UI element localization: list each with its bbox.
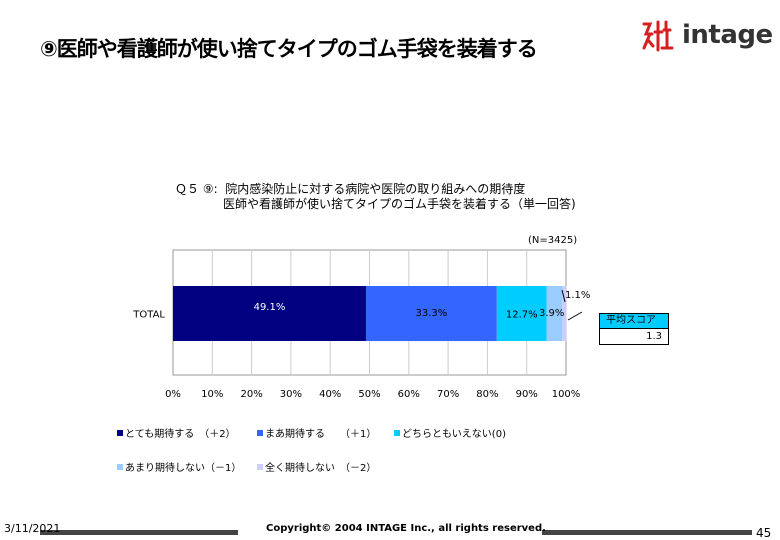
legend-swatch: [117, 429, 123, 436]
bar-value-label: 49.1%: [254, 302, 286, 313]
legend-label: 全く期待しない （－2）: [265, 463, 377, 474]
legend-swatch: [117, 463, 123, 470]
bar-value-label: 33.3%: [416, 308, 448, 319]
bar-segment: [173, 286, 366, 341]
x-tick-label: 70%: [437, 389, 459, 400]
legend-label: まあ期待する （＋1）: [265, 429, 377, 440]
footer-left-rule: [40, 530, 238, 535]
intage-logo: intage: [640, 18, 773, 54]
legend-item: 全く期待しない （－2）: [257, 459, 376, 474]
legend-swatch: [257, 463, 263, 470]
chart-title-line-2: 医師や看護師が使い捨てタイプのゴム手袋を装着する（単一回答): [175, 197, 576, 211]
bar-segment: [562, 286, 567, 341]
x-tick-label: 100%: [552, 389, 581, 400]
chart-title-line-1: Ｑ５ ⑨: 院内感染防止に対する病院や医院の取り組みへの期待度: [175, 182, 526, 196]
average-score-value: 1.3: [646, 331, 662, 342]
x-tick-label: 90%: [516, 389, 538, 400]
legend-item: あまり期待しない（－1）: [117, 459, 241, 474]
bar-value-label: 12.7%: [506, 310, 538, 321]
chart-question-title: Ｑ５ ⑨: 院内感染防止に対する病院や医院の取り組みへの期待度 医師や看護師が使…: [175, 182, 576, 212]
x-tick-label: 50%: [358, 389, 380, 400]
average-score-header: 平均スコア: [600, 314, 668, 329]
leader-line: [561, 289, 566, 303]
x-tick-label: 0%: [165, 389, 181, 400]
legend-item: とても期待する （＋2）: [117, 425, 236, 440]
bar-segment: [546, 286, 563, 341]
page-number: 45: [756, 526, 772, 540]
category-label: TOTAL: [132, 310, 165, 321]
x-tick-label: 10%: [201, 389, 223, 400]
x-tick-label: 30%: [280, 389, 302, 400]
legend-label: とても期待する （＋2）: [125, 429, 236, 440]
intage-logo-text: intage: [682, 20, 773, 50]
footer-copyright: Copyright© 2004 INTAGE Inc., all rights …: [266, 523, 546, 534]
bar-segment: [365, 286, 497, 341]
legend-label: あまり期待しない（－1）: [125, 463, 242, 474]
sample-size-label: (N=3425): [528, 235, 578, 246]
footer-date: 3/11/2021: [4, 522, 61, 535]
x-tick-label: 20%: [240, 389, 262, 400]
leader-line: [567, 311, 583, 321]
bar-value-label: 1.1%: [565, 290, 590, 301]
x-tick-label: 60%: [398, 389, 420, 400]
legend-swatch: [257, 429, 263, 436]
intage-logo-mark-icon: [642, 20, 674, 52]
average-score-box: 平均スコア 1.3: [599, 313, 669, 345]
x-tick-label: 80%: [476, 389, 498, 400]
bar-value-label: 3.9%: [539, 308, 564, 319]
legend-swatch: [394, 429, 400, 436]
slide-title: ⑨医師や看護師が使い捨てタイプのゴム手袋を装着する: [40, 37, 538, 61]
legend-item: まあ期待する （＋1）: [257, 425, 376, 440]
legend-label: どちらともいえない(0): [402, 429, 506, 440]
x-tick-label: 40%: [319, 389, 341, 400]
bar-segment: [496, 286, 547, 341]
legend-item: どちらともいえない(0): [394, 425, 506, 440]
footer-right-rule: [542, 530, 752, 535]
